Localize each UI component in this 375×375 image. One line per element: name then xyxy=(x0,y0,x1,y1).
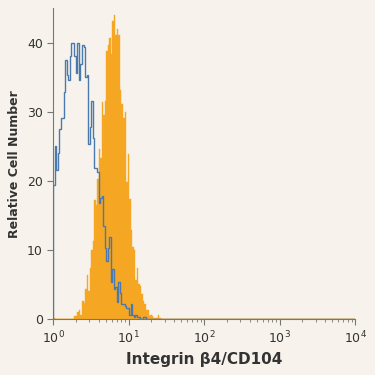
Y-axis label: Relative Cell Number: Relative Cell Number xyxy=(8,90,21,238)
X-axis label: Integrin β4/CD104: Integrin β4/CD104 xyxy=(126,352,282,367)
Polygon shape xyxy=(53,15,355,319)
